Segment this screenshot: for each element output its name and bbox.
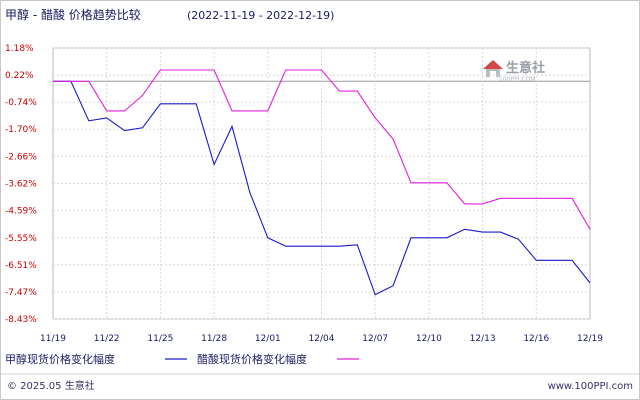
y-tick-label: -1.70% [5, 125, 37, 135]
x-tick-label: 12/07 [362, 334, 388, 344]
grid-layer [53, 47, 590, 320]
series-line-acetic-acid [53, 69, 591, 230]
x-tick-label: 12/04 [309, 334, 335, 344]
footer-copyright: © 2025.05 生意社 [7, 379, 95, 392]
y-axis-ticks: 1.18% 0.22% -0.74% -1.70% -2.66% -3.62% -4.59%… [5, 44, 37, 325]
y-tick-label: -4.59% [5, 207, 37, 217]
y-tick-label: -2.66% [5, 152, 37, 162]
y-tick-label: -5.55% [5, 234, 37, 244]
x-tick-label: 11/25 [147, 334, 173, 344]
x-tick-label: 12/19 [577, 334, 603, 344]
y-tick-label: 0.22% [5, 71, 34, 81]
x-tick-label: 11/19 [40, 334, 66, 344]
x-tick-label: 12/01 [255, 334, 281, 344]
x-tick-label: 12/13 [470, 334, 496, 344]
y-tick-label: -8.43% [5, 315, 37, 325]
chart-title: 甲醇 - 醋酸 价格趋势比较 [5, 7, 141, 22]
y-tick-label: -0.74% [5, 98, 37, 108]
series-layer [53, 69, 591, 296]
x-tick-label: 12/10 [416, 334, 442, 344]
legend: 甲醇现货价格变化幅度 醋酸现货价格变化幅度 [5, 352, 359, 366]
y-tick-label: 1.18% [5, 44, 34, 54]
footer-site-link[interactable]: www.100PPI.com [548, 381, 633, 392]
legend-label-acetic-acid: 醋酸现货价格变化幅度 [197, 352, 307, 366]
x-axis-ticks: 11/19 11/22 11/25 11/28 12/01 12/04 12/07 12/10… [40, 334, 603, 344]
legend-label-methanol: 甲醇现货价格变化幅度 [5, 352, 115, 366]
watermark-text: 生意社 [506, 60, 545, 76]
house-icon [483, 60, 503, 77]
x-tick-label: 11/28 [201, 334, 227, 344]
y-tick-label: -6.51% [5, 261, 37, 271]
y-tick-label: -7.47% [5, 288, 37, 298]
series-line-methanol [53, 80, 591, 296]
x-tick-label: 11/22 [94, 334, 120, 344]
x-tick-label: 12/16 [523, 334, 549, 344]
y-tick-label: -3.62% [5, 179, 37, 189]
watermark-logo: 生意社 100PPI.COM [483, 60, 545, 83]
chart-date-range: (2022-11-19 - 2022-12-19) [187, 9, 334, 22]
watermark-subtext: 100PPI.COM [499, 76, 535, 83]
